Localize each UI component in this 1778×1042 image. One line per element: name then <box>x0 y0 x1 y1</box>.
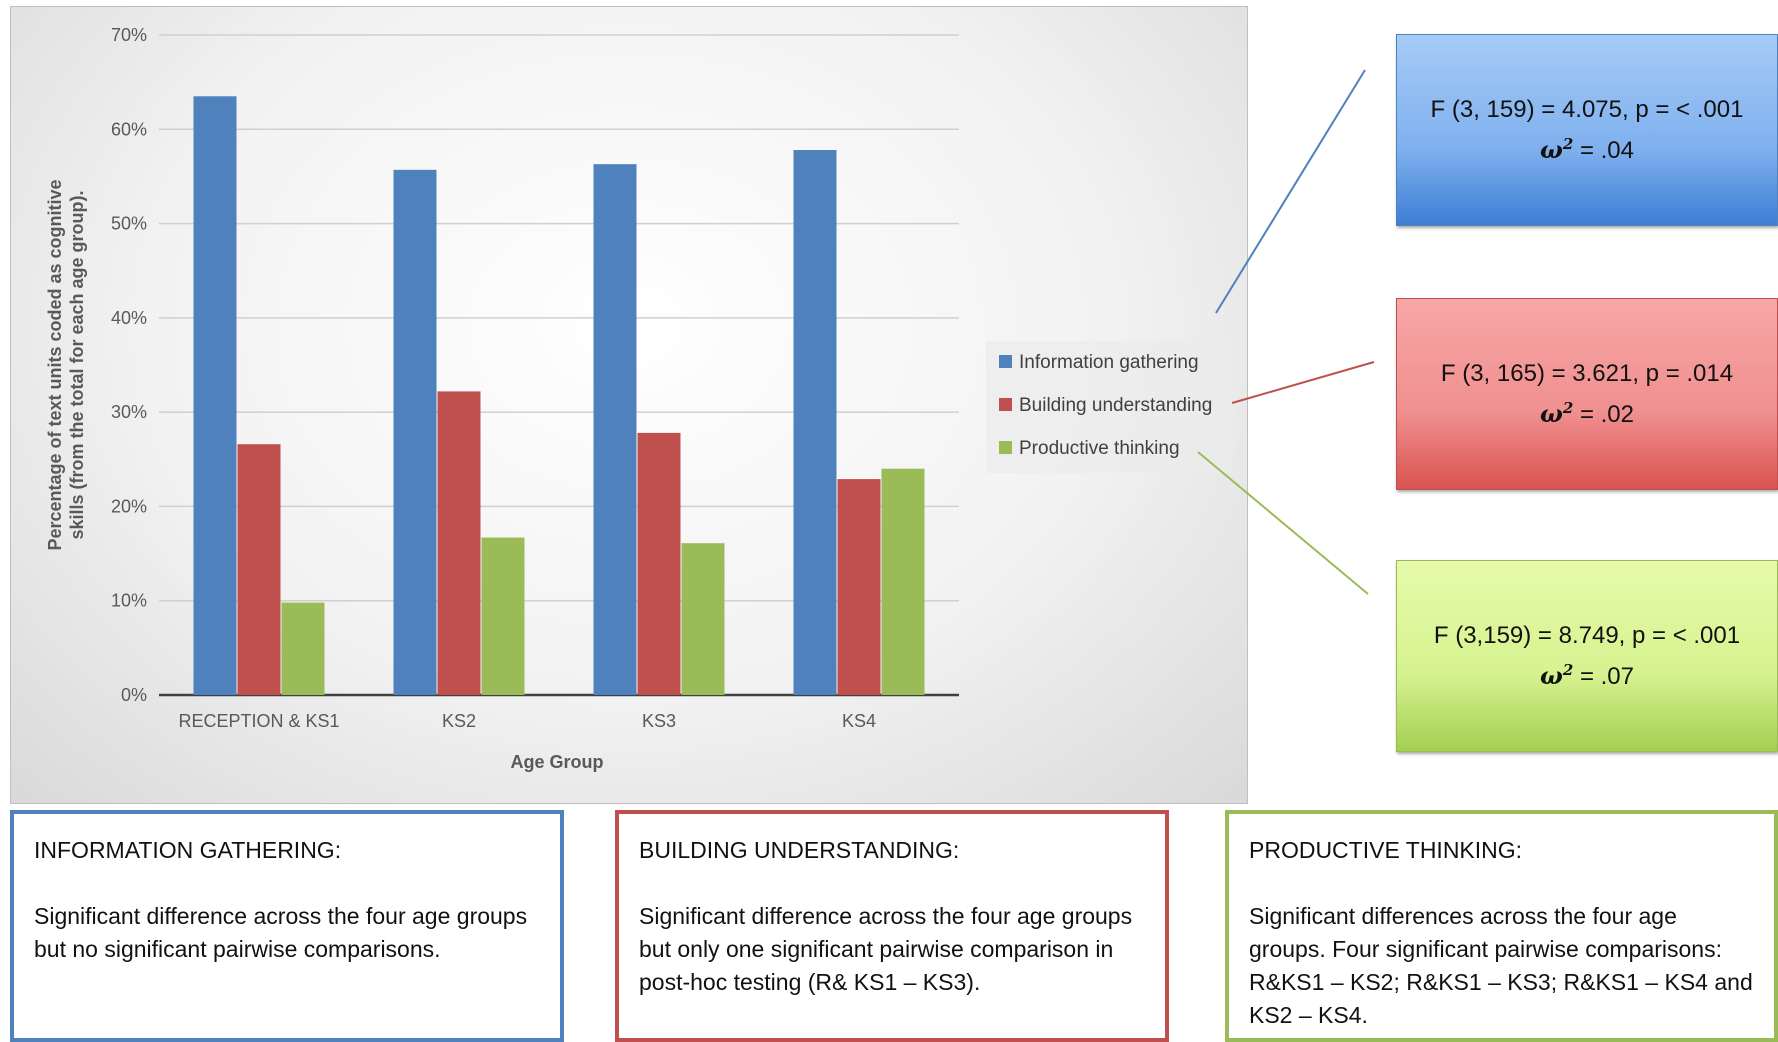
note-title: INFORMATION GATHERING: <box>34 837 342 863</box>
bars <box>193 96 925 696</box>
legend-swatch <box>999 398 1012 411</box>
bar <box>637 432 681 695</box>
bar <box>237 444 281 695</box>
legend-swatch <box>999 441 1012 454</box>
bar <box>481 537 525 695</box>
omega-symbol: ω2 <box>1539 134 1574 164</box>
bar <box>681 543 725 695</box>
bar <box>193 96 237 696</box>
gridlines <box>159 34 959 697</box>
bar <box>437 391 481 695</box>
x-tick-label: KS4 <box>842 711 876 731</box>
legend-label: Building understanding <box>1019 395 1212 416</box>
legend-swatch <box>999 355 1012 368</box>
y-tick-label: 10% <box>111 591 147 611</box>
omega-value: = .07 <box>1573 662 1634 690</box>
omega-symbol: ω2 <box>1539 660 1574 690</box>
omega-symbol: ω2 <box>1539 398 1574 428</box>
stat-f-test: F (3, 159) = 4.075, p = < .001 <box>1430 95 1744 123</box>
x-tick-label: KS2 <box>442 711 476 731</box>
omega-value: = .04 <box>1573 136 1634 164</box>
bar <box>281 602 325 695</box>
bar <box>881 468 925 695</box>
y-axis-title-line: Percentage of text units coded as cognit… <box>45 179 65 550</box>
y-axis-ticks: 0% 10% 20% 30% 40% 50% 60% 70% <box>111 25 147 705</box>
note-productive-thinking: PRODUCTIVE THINKING: Significant differe… <box>1225 810 1778 1042</box>
bar <box>793 150 837 695</box>
stat-f-test: F (3,159) = 8.749, p = < .001 <box>1433 621 1741 649</box>
stat-box-information-gathering: F (3, 159) = 4.075, p = < .001 ω2 = .04 <box>1396 34 1778 226</box>
x-tick-label: KS3 <box>642 711 676 731</box>
stat-omega: ω2 = .02 <box>1540 391 1634 432</box>
stat-box-productive-thinking: F (3,159) = 8.749, p = < .001 ω2 = .07 <box>1396 560 1778 752</box>
y-tick-label: 40% <box>111 308 147 328</box>
legend-label: Productive thinking <box>1019 438 1180 459</box>
y-tick-label: 20% <box>111 496 147 516</box>
bar <box>593 164 637 695</box>
note-title: PRODUCTIVE THINKING: <box>1249 837 1523 863</box>
legend-label: Information gathering <box>1019 352 1199 373</box>
bar <box>837 479 881 695</box>
x-axis-title: Age Group <box>511 752 604 772</box>
y-tick-label: 30% <box>111 402 147 422</box>
y-tick-label: 0% <box>121 685 147 705</box>
note-body: Significant difference across the four a… <box>639 903 1133 995</box>
x-axis-ticks: RECEPTION & KS1 KS2 KS3 KS4 <box>178 711 876 731</box>
stat-box-building-understanding: F (3, 165) = 3.621, p = .014 ω2 = .02 <box>1396 298 1778 490</box>
y-tick-label: 50% <box>111 214 147 234</box>
stat-omega: ω2 = .04 <box>1540 127 1634 168</box>
x-tick-label: RECEPTION & KS1 <box>178 711 339 731</box>
y-tick-label: 70% <box>111 25 147 45</box>
stat-omega: ω2 = .07 <box>1540 653 1634 694</box>
legend-background <box>986 341 1233 473</box>
legend: Information gathering Building understand… <box>986 341 1233 473</box>
note-title: BUILDING UNDERSTANDING: <box>639 837 960 863</box>
bar <box>393 169 437 696</box>
chart-panel: 0% 10% 20% 30% 40% 50% 60% 70% RECEPTION & KS1 K… <box>10 6 1248 804</box>
note-body: Significant differences across the four … <box>1249 903 1753 1028</box>
stat-f-test: F (3, 165) = 3.621, p = .014 <box>1440 359 1734 387</box>
bar-chart: 0% 10% 20% 30% 40% 50% 60% 70% RECEPTION & KS1 K… <box>45 25 1233 772</box>
y-axis-title: Percentage of text units coded as cognit… <box>45 179 87 550</box>
y-axis-title-line: skills (from the total for each age grou… <box>67 190 87 539</box>
y-tick-label: 60% <box>111 119 147 139</box>
note-body: Significant difference across the four a… <box>34 903 528 962</box>
omega-value: = .02 <box>1573 400 1634 428</box>
note-information-gathering: INFORMATION GATHERING: Significant diffe… <box>10 810 564 1042</box>
connector-building <box>1231 361 1375 404</box>
note-building-understanding: BUILDING UNDERSTANDING: Significant diff… <box>615 810 1169 1042</box>
